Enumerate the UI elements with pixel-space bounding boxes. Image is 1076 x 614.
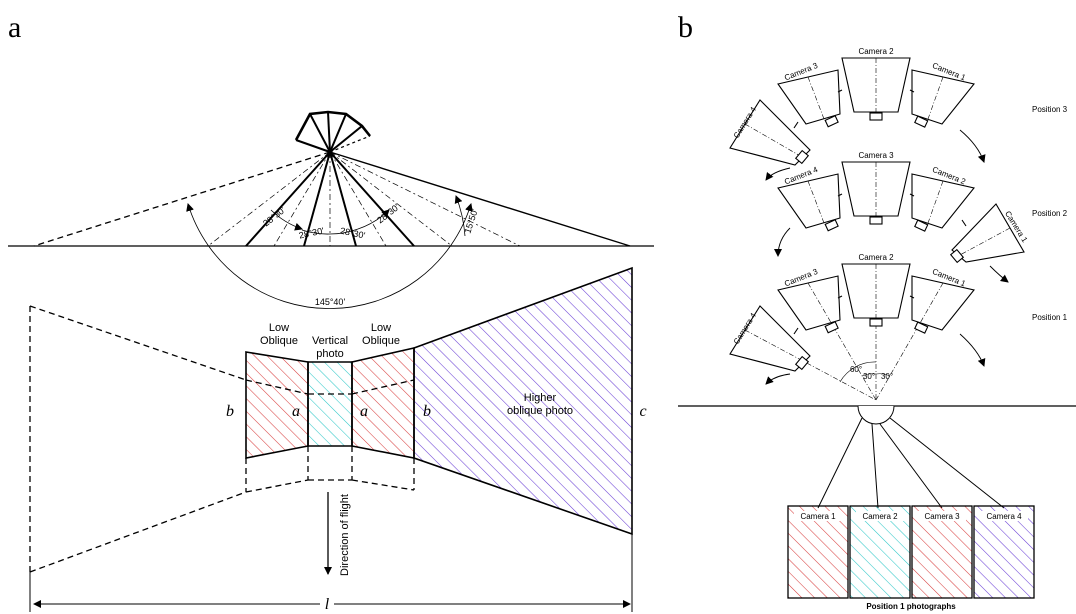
pos3-camera-2: Camera 2 [858,47,894,56]
low-oblique-right-label-2: Oblique [362,335,400,347]
direction-label: Direction of flight [339,494,351,576]
photo-connectors [817,417,1005,509]
edge-label-a-right: a [360,403,368,420]
photo-label-4: Camera 4 [986,512,1022,521]
photo-label-1: Camera 1 [800,512,836,521]
panel-b-label: b [678,11,693,44]
position-3-label: Position 3 [1032,105,1068,114]
low-oblique-left-label-2: Oblique [260,335,298,347]
camera-fan [294,110,372,153]
position-2-label: Position 2 [1032,209,1068,218]
position-2-arrow-left [774,227,791,257]
photo-camera-2 [849,505,911,599]
panel-b: b Camera 2 Camera 1 Camera 3 Camera 4 P [678,11,1076,611]
position-1-label: Position 1 [1032,313,1068,322]
vertical-photo-label-2: photo [316,348,344,360]
angle-label-2: 28°30' [298,225,325,240]
position-2-arrow-right [989,265,1009,283]
low-oblique-left-label-1: Low [269,322,289,334]
angle-arcs [186,195,473,310]
angle-label-30-right: 30° [881,372,893,381]
angle-label-1: 28°30' [261,205,287,229]
pos1-camera-2: Camera 2 [858,253,894,262]
angle-label-4: 28°30' [375,202,401,226]
low-oblique-right-label-1: Low [371,322,391,334]
angle-arc-30-right [875,373,891,377]
higher-oblique-label-2: oblique photo [507,405,573,417]
horizon-angle-label: 15°50' [462,207,479,234]
position-3-arrow-left [765,167,791,181]
higher-oblique-label-1: Higher [524,392,557,404]
position-2-group [777,161,1025,264]
vertical-photo-area [307,361,353,447]
edge-label-b-left: b [226,403,234,420]
position-1-arrow-left [765,373,791,385]
photos-caption: Position 1 photographs [866,602,956,611]
position-1-photos [787,505,1035,599]
ground-footprint [29,266,633,573]
panel-a: a [8,11,654,613]
total-angle-label: 145°40' [315,297,346,307]
photo-camera-1 [787,505,849,599]
position-1-group [729,263,975,401]
panel-a-label: a [8,11,21,44]
camera-rays [33,151,631,247]
position-3-group [729,57,975,166]
edge-label-a-left: a [292,403,300,420]
photo-camera-4 [973,505,1035,599]
edge-label-b-right: b [423,403,431,420]
edge-label-l: l [325,596,330,613]
angle-arc-30-left [861,373,877,377]
vertical-photo-label-1: Vertical [312,335,348,347]
position-1-arrow-right [959,333,986,367]
pos2-camera-3: Camera 3 [858,151,894,160]
angle-arc-60 [839,361,877,383]
photo-label-2: Camera 2 [862,512,898,521]
edge-label-c: c [639,403,646,420]
photo-label-3: Camera 3 [924,512,960,521]
dimension-gap [320,593,334,610]
position-3-arrow-right [959,129,986,163]
aircraft-mount [857,405,895,425]
angle-label-30-left: 30° [863,372,875,381]
angle-label-60: 60° [850,365,862,374]
photo-camera-3 [911,505,973,599]
